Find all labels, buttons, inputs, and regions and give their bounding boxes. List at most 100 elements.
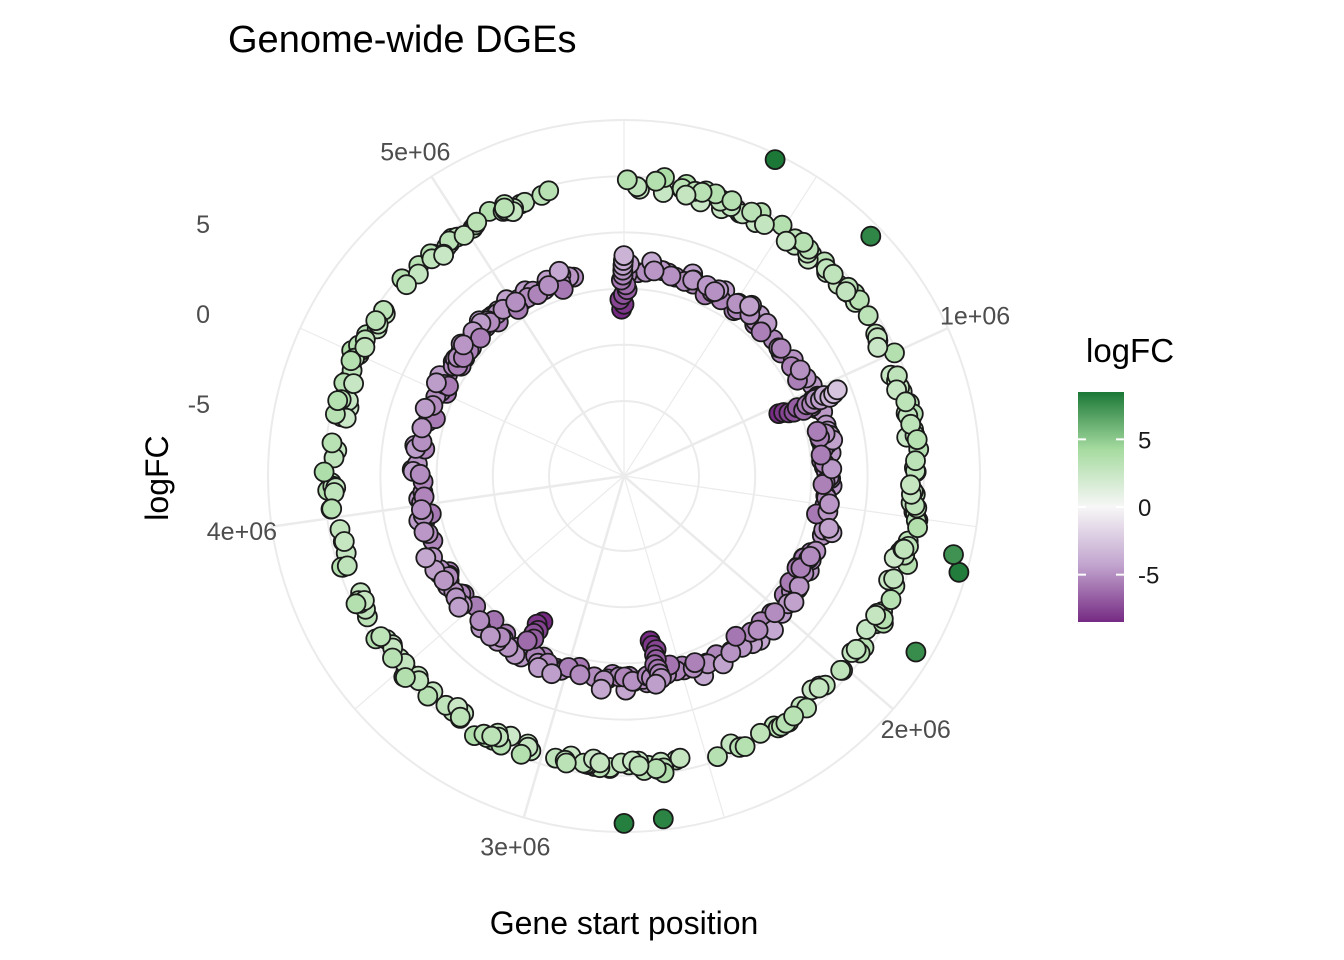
data-point (750, 722, 771, 744)
data-point (481, 725, 503, 747)
data-point (783, 705, 804, 727)
data-point (538, 275, 559, 297)
data-point (880, 589, 902, 610)
data-point (616, 169, 638, 191)
data-point (613, 813, 635, 834)
data-point (365, 310, 387, 332)
data-point (754, 214, 775, 235)
data-point (433, 570, 455, 591)
data-point (382, 647, 403, 669)
grid-spoke (430, 175, 626, 477)
data-point (433, 244, 455, 266)
data-point (396, 274, 417, 296)
x-tick-label: 1e+06 (940, 303, 1010, 331)
data-point (865, 604, 886, 626)
data-point (343, 373, 365, 395)
data-point (645, 673, 667, 695)
data-point (900, 474, 921, 496)
data-point (448, 596, 470, 618)
data-point (469, 610, 491, 631)
data-point (812, 474, 834, 495)
color-legend: logFC 5 0 -5 (1078, 332, 1174, 622)
data-point (669, 747, 691, 769)
data-point (417, 685, 439, 707)
data-point (830, 659, 852, 681)
axis-tick-labels: 1e+06 2e+06 3e+06 4e+06 5e+06 5 0 -5 (188, 138, 1010, 861)
data-point (493, 197, 515, 219)
data-point (415, 547, 437, 569)
grid-spoke (623, 475, 725, 818)
data-point (410, 499, 432, 521)
data-point (793, 231, 814, 253)
y-axis-title: logFC (139, 435, 175, 520)
data-point (800, 546, 821, 567)
data-point (411, 417, 433, 439)
data-point (895, 391, 917, 413)
data-point (505, 291, 527, 313)
data-point (707, 746, 728, 767)
data-point (510, 743, 532, 765)
data-point (835, 281, 857, 303)
data-point (907, 517, 928, 538)
data-point (453, 224, 475, 246)
data-point (414, 397, 436, 419)
data-point (822, 263, 844, 285)
legend-ticks: 5 0 -5 (1078, 427, 1159, 590)
legend-tick-label: 0 (1138, 495, 1151, 522)
x-tick-label: 5e+06 (380, 138, 450, 166)
data-point (741, 201, 762, 223)
data-point (354, 336, 376, 358)
data-point (321, 498, 343, 520)
data-point (589, 752, 611, 774)
data-point (845, 638, 867, 660)
data-point (808, 677, 830, 699)
data-point (883, 568, 904, 590)
x-tick-label: 2e+06 (881, 716, 951, 744)
data-points (313, 149, 970, 834)
data-point (750, 321, 772, 343)
data-point (336, 555, 358, 577)
data-point (860, 225, 882, 247)
data-point (857, 305, 879, 327)
data-point (370, 626, 392, 647)
data-point (704, 281, 726, 303)
data-point (628, 755, 650, 777)
data-point (725, 625, 747, 647)
data-point (775, 230, 797, 252)
y-tick-label: -5 (188, 391, 210, 419)
data-point (479, 625, 501, 647)
y-tick-label: 5 (196, 211, 210, 239)
data-point (449, 706, 471, 728)
data-point (867, 336, 889, 358)
data-point (466, 211, 488, 233)
data-point (905, 641, 927, 663)
data-point (327, 390, 349, 412)
data-point (516, 630, 538, 652)
data-point (538, 180, 560, 202)
y-tick-label: 0 (196, 301, 210, 329)
data-point (783, 591, 805, 613)
data-point (333, 531, 355, 552)
data-point (645, 170, 667, 192)
data-point (893, 538, 915, 560)
legend-tick-label: -5 (1138, 563, 1159, 590)
data-point (321, 432, 343, 454)
data-point (470, 327, 491, 349)
data-point (721, 190, 743, 212)
chart-title: Genome-wide DGEs (228, 19, 576, 61)
data-point (452, 334, 474, 356)
x-tick-label: 3e+06 (480, 833, 550, 861)
data-point (340, 350, 362, 372)
data-point (548, 260, 570, 282)
data-point (821, 458, 843, 480)
data-point (819, 493, 840, 515)
data-point (806, 420, 828, 442)
data-point (425, 372, 447, 394)
data-point (413, 521, 435, 543)
x-axis-title: Gene start position (490, 905, 759, 941)
data-point (643, 260, 665, 282)
data-point (569, 664, 591, 686)
data-point (818, 517, 840, 539)
data-point (645, 758, 667, 779)
data-point (905, 450, 926, 472)
